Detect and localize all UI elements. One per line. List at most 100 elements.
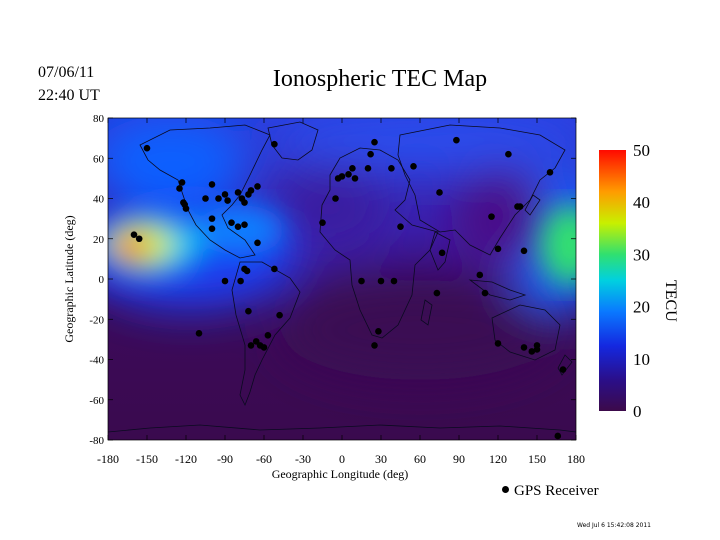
gps-receiver-dot: [364, 165, 372, 172]
gps-dot-icon: [502, 486, 509, 493]
coastline-south-america: [231, 261, 301, 406]
gps-receiver-dot: [371, 342, 378, 349]
gps-receiver-dot: [271, 265, 278, 273]
x-tick-label: -180: [97, 452, 119, 466]
gps-receiver-dot: [476, 271, 484, 279]
date-label: 07/06/11: [38, 64, 95, 81]
x-tick-label: -30: [295, 452, 311, 466]
gps-receiver-dot: [247, 342, 255, 349]
x-tick-label: 120: [489, 452, 507, 466]
gps-receiver-dot: [319, 219, 326, 226]
gps-receiver-dot: [488, 213, 495, 220]
colorbar: [599, 150, 626, 411]
gps-receiver-dot: [436, 189, 443, 196]
x-axis-label: Geographic Longitude (deg): [272, 467, 409, 481]
gps-receiver-dot: [254, 183, 261, 190]
gps-receiver-dot: [228, 219, 235, 226]
gps-receiver-dot: [438, 249, 446, 257]
colorbar-ticks: 50 40 30 20 10 0: [633, 141, 650, 421]
colorbar-tick-label: 40: [633, 193, 650, 212]
gps-receiver-dot: [208, 225, 216, 232]
y-tick-label: 80: [93, 113, 105, 125]
x-tick-label: 150: [528, 452, 546, 466]
gps-receiver-dot: [528, 348, 536, 355]
gps-receiver-dot: [505, 150, 512, 158]
gps-receiver-dot: [224, 197, 231, 204]
gps-receiver-dot: [338, 173, 346, 180]
gps-receiver-dot: [520, 247, 528, 255]
gps-legend-label: GPS Receiver: [514, 483, 599, 499]
gps-receiver-dot: [215, 195, 222, 202]
gps-receiver-dot: [276, 311, 283, 319]
gps-receiver-dot: [254, 239, 261, 247]
gps-receiver-dot: [375, 328, 382, 335]
coastline-japan: [524, 194, 541, 216]
gps-receiver-dot: [433, 289, 441, 297]
gps-receivers: [130, 136, 567, 440]
x-axis-ticks: -180 -150 -120 -90 -60 -30 0 30 60 90 120 150 180: [97, 118, 585, 466]
colorbar-tick-label: 50: [633, 141, 650, 160]
gps-receiver-dot: [130, 231, 138, 239]
gps-receiver-dot: [264, 332, 272, 339]
time-label: 22:40 UT: [38, 87, 100, 104]
y-tick-label: -40: [89, 355, 104, 367]
gps-receiver-dot: [516, 203, 524, 210]
x-tick-label: -150: [136, 452, 158, 466]
y-tick-label: 40: [93, 194, 105, 206]
coastline-europe-africa: [319, 147, 439, 339]
y-tick-label: -60: [89, 395, 104, 407]
gps-receiver-dot: [494, 340, 502, 347]
gps-receiver-dot: [176, 185, 183, 192]
y-tick-label: 60: [93, 153, 105, 165]
gps-receiver-dot: [332, 195, 339, 202]
gps-receiver-dot: [533, 342, 541, 349]
gps-receiver-dot: [390, 277, 398, 285]
gps-receiver-dot: [245, 307, 252, 315]
gps-receiver-dot: [397, 223, 404, 230]
coastline-antarctica: [108, 424, 576, 433]
y-axis-ticks: 80 60 40 20 0 -20 -40 -60 -80: [89, 113, 576, 447]
gps-receiver-dot: [453, 136, 460, 144]
gps-legend: GPS Receiver: [502, 483, 599, 500]
x-tick-label: 0: [339, 452, 345, 466]
gps-receiver-dot: [234, 189, 242, 196]
gps-receiver-dot: [351, 175, 359, 182]
gps-receiver-dot: [181, 201, 188, 208]
timestamp-stamp: Wed Jul 6 15:42:08 2011: [577, 522, 651, 529]
gps-receiver-dot: [208, 215, 216, 222]
gps-receiver-dot: [247, 187, 255, 194]
x-tick-label: 60: [414, 452, 426, 466]
colorbar-tick-label: 20: [633, 298, 650, 317]
x-tick-label: 30: [375, 452, 387, 466]
coastline-asia: [397, 124, 566, 256]
gps-receiver-dot: [345, 171, 352, 178]
gps-receiver-dot: [195, 330, 203, 337]
gps-receiver-dot: [546, 169, 554, 176]
gps-receiver-dot: [143, 144, 151, 152]
x-tick-label: -60: [256, 452, 272, 466]
x-tick-label: 90: [453, 452, 465, 466]
gps-receiver-dot: [554, 432, 562, 440]
coastline-new-zealand: [557, 354, 573, 376]
gps-receiver-dot: [367, 150, 374, 158]
y-tick-label: 0: [99, 274, 105, 286]
gps-receiver-dot: [260, 344, 268, 351]
gps-receiver-dot: [388, 165, 395, 172]
colorbar-tick-label: 0: [633, 402, 642, 421]
gps-receiver-dot: [520, 344, 528, 351]
gps-receiver-dot: [243, 267, 251, 275]
colorbar-tick-label: 30: [633, 245, 650, 264]
heatmap-diffuse-layer: [108, 118, 576, 380]
y-tick-label: -20: [89, 314, 104, 326]
x-tick-label: -120: [175, 452, 197, 466]
gps-receiver-dot: [234, 223, 242, 230]
gps-receiver-dot: [135, 235, 143, 243]
y-tick-label: -80: [89, 435, 104, 447]
x-tick-label: 180: [567, 452, 585, 466]
gps-receiver-dot: [221, 191, 229, 198]
colorbar-tick-label: 10: [633, 350, 650, 369]
gps-receiver-dot: [481, 289, 489, 297]
gps-receiver-dot: [358, 277, 365, 285]
tec-heatmap: [108, 118, 576, 440]
